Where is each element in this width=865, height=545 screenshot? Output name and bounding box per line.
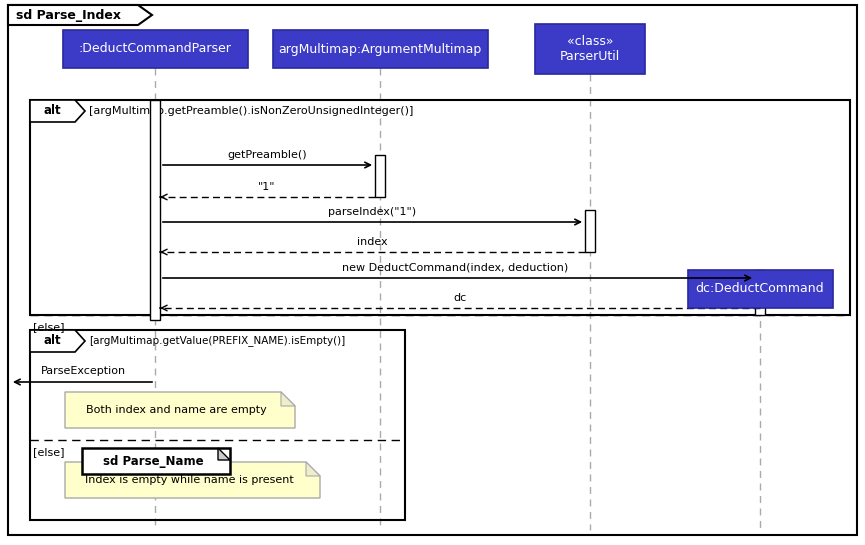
Polygon shape — [65, 392, 295, 428]
Text: [argMultimap.getPreamble().isNonZeroUnsignedInteger()]: [argMultimap.getPreamble().isNonZeroUnsi… — [89, 106, 413, 116]
Bar — [585, 210, 595, 252]
Polygon shape — [8, 5, 152, 25]
Text: sd Parse_Index: sd Parse_Index — [16, 9, 121, 21]
Polygon shape — [218, 448, 230, 460]
Text: ParseException: ParseException — [41, 366, 125, 376]
Polygon shape — [306, 462, 320, 476]
Text: Index is empty while name is present: Index is empty while name is present — [85, 475, 293, 485]
Text: getPreamble(): getPreamble() — [227, 150, 307, 160]
Text: :DeductCommandParser: :DeductCommandParser — [79, 43, 232, 56]
Text: «class»
ParserUtil: «class» ParserUtil — [560, 35, 620, 63]
Bar — [375, 155, 385, 197]
Bar — [82, 448, 230, 474]
Text: [argMultimap.getValue(PREFIX_NAME).isEmpty()]: [argMultimap.getValue(PREFIX_NAME).isEmp… — [89, 336, 345, 347]
Text: Both index and name are empty: Both index and name are empty — [86, 405, 267, 415]
Bar — [688, 270, 832, 308]
Polygon shape — [30, 100, 85, 122]
Bar — [30, 330, 405, 520]
Bar — [62, 30, 247, 68]
Text: new DeductCommand(index, deduction): new DeductCommand(index, deduction) — [342, 263, 568, 273]
Bar — [30, 100, 850, 315]
Text: [else]: [else] — [33, 322, 65, 332]
Bar — [150, 100, 160, 320]
Text: alt: alt — [44, 105, 61, 118]
Polygon shape — [281, 392, 295, 406]
Text: index: index — [356, 237, 388, 247]
Polygon shape — [65, 462, 320, 498]
Text: parseIndex("1"): parseIndex("1") — [328, 207, 416, 217]
Text: sd Parse_Name: sd Parse_Name — [103, 455, 203, 468]
Bar — [755, 270, 765, 315]
Polygon shape — [30, 330, 85, 352]
Text: [else]: [else] — [33, 447, 65, 457]
Text: argMultimap:ArgumentMultimap: argMultimap:ArgumentMultimap — [279, 43, 482, 56]
Bar — [535, 24, 645, 74]
Text: dc:DeductCommand: dc:DeductCommand — [695, 282, 824, 295]
Text: alt: alt — [44, 335, 61, 348]
Text: dc: dc — [453, 293, 466, 303]
Bar — [272, 30, 488, 68]
Text: "1": "1" — [259, 182, 276, 192]
